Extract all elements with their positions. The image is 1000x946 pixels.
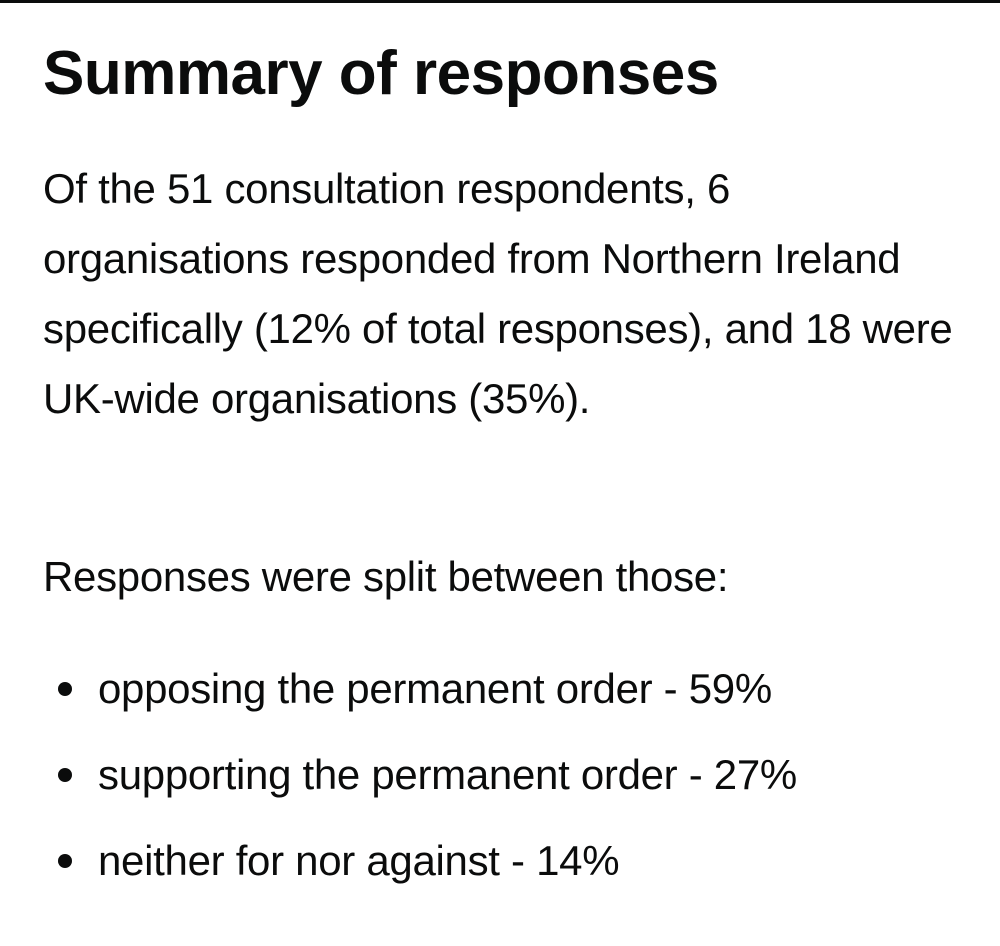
bullet-icon: [58, 768, 72, 782]
list-item-text: supporting the permanent order - 27%: [98, 751, 797, 798]
response-breakdown-list: opposing the permanent order - 59% suppo…: [43, 654, 973, 912]
section-heading: Summary of responses: [43, 39, 719, 108]
respondents-paragraph: Of the 51 consultation respondents, 6 or…: [43, 165, 953, 422]
bullet-icon: [58, 854, 72, 868]
list-item: opposing the permanent order - 59%: [43, 654, 898, 724]
split-intro-paragraph: Responses were split between those:: [43, 553, 729, 600]
top-border-rule: [0, 0, 1000, 3]
list-item: supporting the permanent order - 27%: [43, 740, 898, 810]
list-item-text: neither for nor against - 14%: [98, 837, 620, 884]
list-item-text: opposing the permanent order - 59%: [98, 665, 772, 712]
list-item: neither for nor against - 14%: [43, 826, 898, 896]
bullet-icon: [58, 682, 72, 696]
